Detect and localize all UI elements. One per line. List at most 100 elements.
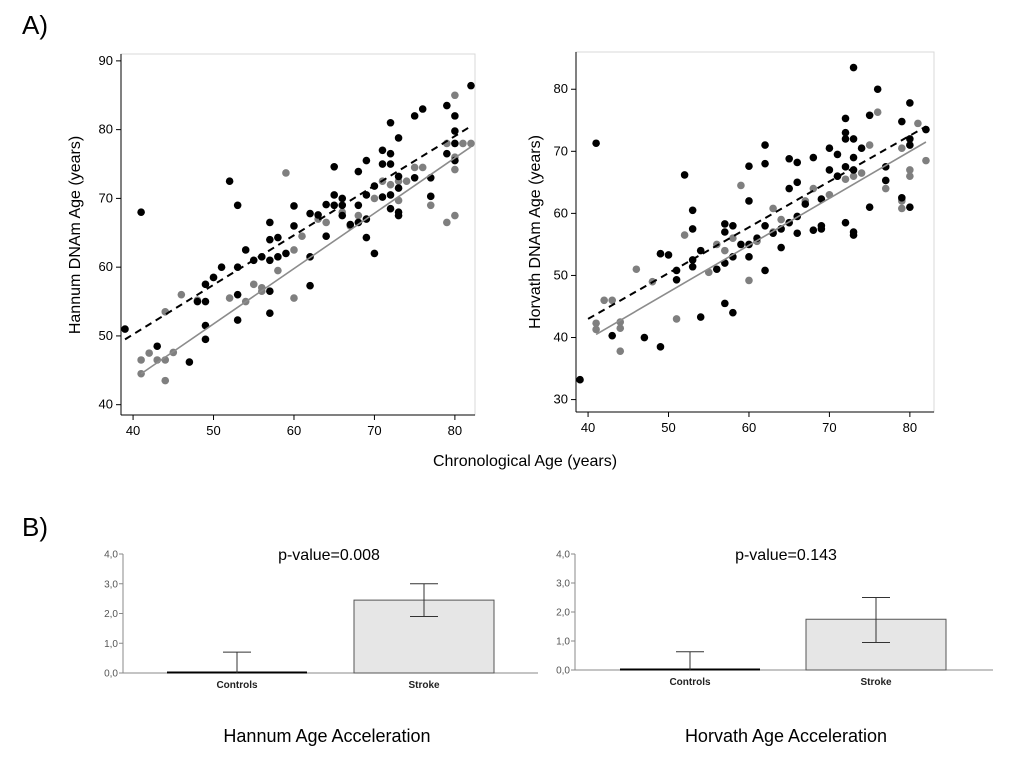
stroke-point <box>225 177 234 186</box>
stroke-point <box>233 290 242 299</box>
control-point <box>426 201 435 210</box>
control-point <box>225 294 234 302</box>
control-point <box>370 194 379 203</box>
stroke-point <box>354 167 363 176</box>
x-tick-label: 60 <box>742 420 756 435</box>
control-point <box>769 204 777 213</box>
stroke-point <box>688 262 697 271</box>
control-point <box>298 232 306 241</box>
stroke-point <box>873 85 882 94</box>
y-tick-label: 80 <box>554 81 568 96</box>
y-tick-label: 50 <box>554 267 568 282</box>
control-point <box>451 91 459 100</box>
stroke-point <box>274 233 282 242</box>
stroke-point <box>386 191 395 199</box>
stroke-point <box>410 173 419 182</box>
chart-caption: Horvath Age Acceleration <box>685 726 887 746</box>
stroke-point <box>362 233 371 242</box>
stroke-point <box>608 331 617 340</box>
stroke-point <box>266 309 274 318</box>
control-point <box>290 294 298 302</box>
stroke-point <box>817 225 826 233</box>
stroke-point <box>426 192 435 201</box>
stroke-point <box>592 139 600 148</box>
y-tick-label: 70 <box>99 190 113 205</box>
stroke-point <box>386 118 395 127</box>
stroke-point <box>443 101 451 110</box>
stroke-point <box>346 220 355 229</box>
stroke-point <box>330 201 339 210</box>
control-point <box>322 218 330 227</box>
stroke-point <box>785 154 793 163</box>
stroke-point <box>410 112 419 120</box>
control-point <box>616 324 625 333</box>
control-point <box>914 119 922 128</box>
stroke-point <box>865 111 874 120</box>
control-point <box>451 211 459 220</box>
stroke-point <box>201 335 210 344</box>
stroke-point <box>672 275 681 284</box>
stroke-point <box>451 112 459 120</box>
stroke-point <box>906 203 914 211</box>
stroke-point <box>322 232 330 241</box>
y-tick-label: 40 <box>99 397 113 412</box>
stroke-point <box>712 265 721 274</box>
stroke-point <box>338 211 347 220</box>
control-point <box>809 184 818 193</box>
stroke-point <box>217 263 226 271</box>
stroke-point <box>906 141 914 149</box>
stroke-point <box>274 253 282 261</box>
y-tick-label: 80 <box>99 122 113 137</box>
y-tick-label: 3,0 <box>104 579 118 590</box>
stroke-point <box>906 99 914 107</box>
control-point <box>857 169 866 177</box>
y-tick-label: 3,0 <box>556 579 570 590</box>
control-point <box>680 231 689 239</box>
control-point <box>418 163 427 172</box>
stroke-point <box>785 184 793 193</box>
control-point <box>600 296 608 305</box>
control-point <box>898 204 906 213</box>
stroke-point <box>249 256 258 265</box>
stroke-point <box>394 172 403 181</box>
control-point <box>721 246 729 255</box>
stroke-point <box>680 171 689 179</box>
stroke-point <box>696 313 705 321</box>
stroke-point <box>737 240 745 249</box>
stroke-point <box>370 249 379 258</box>
stroke-point <box>833 172 842 180</box>
control-point <box>777 215 785 224</box>
control-point <box>386 180 395 189</box>
x-tick-label: 40 <box>126 423 140 438</box>
stroke-point <box>467 81 475 90</box>
stroke-point <box>761 221 769 230</box>
stroke-point <box>266 218 274 227</box>
control-point <box>282 169 290 177</box>
stroke-fit-line <box>124 125 472 341</box>
stroke-point <box>233 201 242 210</box>
shared-x-axis-title: Chronological Age (years) <box>433 453 617 470</box>
stroke-point <box>241 246 250 254</box>
stroke-point <box>306 281 314 290</box>
stroke-point <box>418 105 427 113</box>
y-tick-label: 70 <box>554 143 568 158</box>
stroke-point <box>201 280 210 289</box>
stroke-point <box>809 153 818 162</box>
category-label: Stroke <box>860 677 892 688</box>
stroke-point <box>137 208 145 216</box>
x-tick-label: 50 <box>661 420 675 435</box>
stroke-point <box>354 218 363 227</box>
y-tick-label: 60 <box>554 205 568 220</box>
control-point <box>873 108 882 117</box>
stroke-point <box>282 249 290 258</box>
x-tick-label: 80 <box>448 423 462 438</box>
x-tick-label: 50 <box>206 423 220 438</box>
stroke-point <box>809 226 818 234</box>
stroke-point <box>729 308 737 317</box>
control-point <box>354 211 363 220</box>
stroke-point <box>841 128 850 137</box>
stroke-point <box>841 163 850 171</box>
y-tick-label: 4,0 <box>104 550 118 561</box>
control-point <box>290 246 298 254</box>
